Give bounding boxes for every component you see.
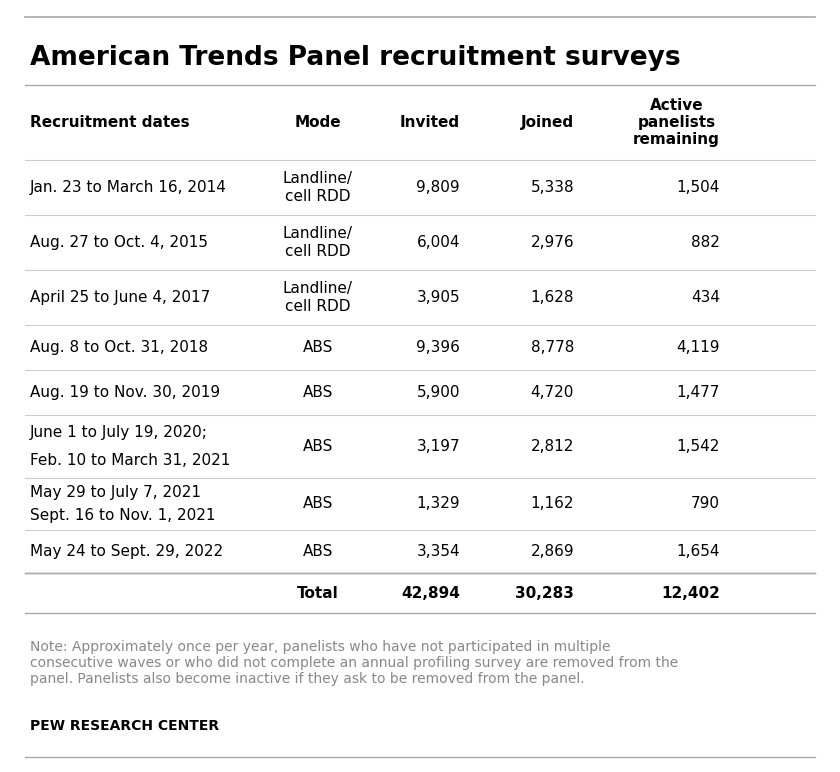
Text: Active
panelists
remaining: Active panelists remaining bbox=[633, 97, 720, 147]
Text: American Trends Panel recruitment surveys: American Trends Panel recruitment survey… bbox=[30, 45, 680, 71]
Text: 1,654: 1,654 bbox=[676, 544, 720, 559]
Text: Landline/
cell RDD: Landline/ cell RDD bbox=[283, 226, 353, 259]
Text: 790: 790 bbox=[691, 496, 720, 512]
Text: 882: 882 bbox=[691, 235, 720, 250]
Text: Sept. 16 to Nov. 1, 2021: Sept. 16 to Nov. 1, 2021 bbox=[30, 508, 216, 523]
Text: Joined: Joined bbox=[521, 115, 574, 130]
Text: 1,477: 1,477 bbox=[677, 385, 720, 400]
Text: Recruitment dates: Recruitment dates bbox=[30, 115, 190, 130]
Text: PEW RESEARCH CENTER: PEW RESEARCH CENTER bbox=[30, 719, 219, 733]
Text: 8,778: 8,778 bbox=[531, 340, 574, 355]
Text: ABS: ABS bbox=[302, 385, 333, 400]
Text: Aug. 27 to Oct. 4, 2015: Aug. 27 to Oct. 4, 2015 bbox=[30, 235, 208, 250]
Text: ABS: ABS bbox=[302, 439, 333, 454]
Text: 4,720: 4,720 bbox=[531, 385, 574, 400]
Text: 1,504: 1,504 bbox=[677, 180, 720, 195]
Text: 9,396: 9,396 bbox=[416, 340, 460, 355]
Text: 30,283: 30,283 bbox=[515, 585, 574, 601]
Text: 3,197: 3,197 bbox=[417, 439, 460, 454]
Text: Feb. 10 to March 31, 2021: Feb. 10 to March 31, 2021 bbox=[30, 453, 230, 468]
Text: Aug. 8 to Oct. 31, 2018: Aug. 8 to Oct. 31, 2018 bbox=[30, 340, 208, 355]
Text: 1,329: 1,329 bbox=[417, 496, 460, 512]
Text: 2,812: 2,812 bbox=[531, 439, 574, 454]
Text: ABS: ABS bbox=[302, 544, 333, 559]
Text: Landline/
cell RDD: Landline/ cell RDD bbox=[283, 171, 353, 204]
Text: Mode: Mode bbox=[295, 115, 341, 130]
Text: 5,338: 5,338 bbox=[530, 180, 574, 195]
Text: 6,004: 6,004 bbox=[417, 235, 460, 250]
Text: Jan. 23 to March 16, 2014: Jan. 23 to March 16, 2014 bbox=[30, 180, 227, 195]
Text: June 1 to July 19, 2020;: June 1 to July 19, 2020; bbox=[30, 425, 207, 440]
Text: May 29 to July 7, 2021: May 29 to July 7, 2021 bbox=[30, 485, 201, 500]
Text: Landline/
cell RDD: Landline/ cell RDD bbox=[283, 281, 353, 313]
Text: Aug. 19 to Nov. 30, 2019: Aug. 19 to Nov. 30, 2019 bbox=[30, 385, 220, 400]
Text: Total: Total bbox=[297, 585, 339, 601]
Text: 3,905: 3,905 bbox=[417, 290, 460, 305]
Text: 1,628: 1,628 bbox=[531, 290, 574, 305]
Text: April 25 to June 4, 2017: April 25 to June 4, 2017 bbox=[30, 290, 210, 305]
Text: 9,809: 9,809 bbox=[417, 180, 460, 195]
Text: 5,900: 5,900 bbox=[417, 385, 460, 400]
Text: ABS: ABS bbox=[302, 340, 333, 355]
Text: 1,162: 1,162 bbox=[531, 496, 574, 512]
Text: May 24 to Sept. 29, 2022: May 24 to Sept. 29, 2022 bbox=[30, 544, 223, 559]
Text: 2,976: 2,976 bbox=[530, 235, 574, 250]
Text: 12,402: 12,402 bbox=[661, 585, 720, 601]
Text: 4,119: 4,119 bbox=[676, 340, 720, 355]
Text: 1,542: 1,542 bbox=[677, 439, 720, 454]
Text: Note: Approximately once per year, panelists who have not participated in multip: Note: Approximately once per year, panel… bbox=[30, 640, 678, 686]
Text: ABS: ABS bbox=[302, 496, 333, 512]
Text: 434: 434 bbox=[691, 290, 720, 305]
Text: 2,869: 2,869 bbox=[530, 544, 574, 559]
Text: Invited: Invited bbox=[400, 115, 460, 130]
Text: 3,354: 3,354 bbox=[417, 544, 460, 559]
Text: 42,894: 42,894 bbox=[402, 585, 460, 601]
